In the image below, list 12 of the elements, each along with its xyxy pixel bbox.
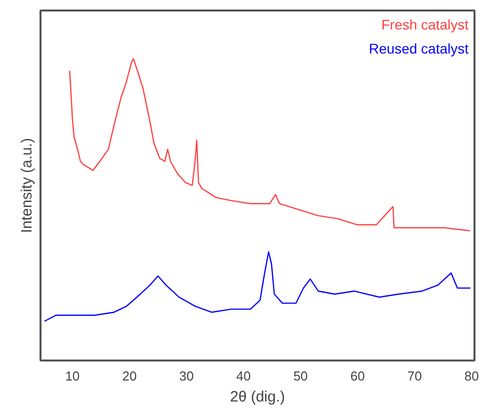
x-tick-label: 70 xyxy=(407,368,422,384)
x-tick-label: 80 xyxy=(464,368,479,384)
x-tick-label: 60 xyxy=(350,368,365,384)
x-axis-title: 2θ (dig.) xyxy=(230,388,286,406)
text: Reused catalyst xyxy=(368,40,469,56)
x-tick-label: 30 xyxy=(179,368,194,384)
x-tick-label: 40 xyxy=(236,368,251,384)
text: Fresh catalyst xyxy=(381,16,469,32)
x-tick-label: 20 xyxy=(122,368,137,384)
y-axis-title: Intensity (a.u.) xyxy=(18,138,36,234)
x-tick-label: 50 xyxy=(293,368,308,384)
x-tick-label: 10 xyxy=(65,368,80,384)
